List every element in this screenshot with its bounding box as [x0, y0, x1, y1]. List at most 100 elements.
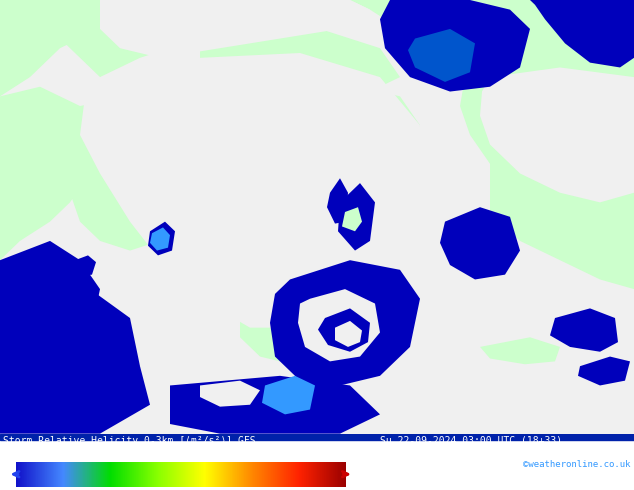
Polygon shape: [490, 154, 634, 289]
Bar: [240, 462, 241, 487]
Bar: [322, 462, 323, 487]
Bar: [160, 462, 161, 487]
Bar: [234, 462, 235, 487]
Bar: [195, 462, 196, 487]
Bar: [272, 462, 273, 487]
Polygon shape: [460, 48, 634, 221]
Bar: [94, 462, 95, 487]
Bar: [325, 462, 326, 487]
Bar: [297, 462, 298, 487]
Bar: [211, 462, 212, 487]
Bar: [54, 462, 55, 487]
Bar: [256, 462, 257, 487]
Bar: [280, 462, 281, 487]
Bar: [285, 462, 286, 487]
Bar: [284, 462, 285, 487]
Bar: [286, 462, 287, 487]
Bar: [59, 462, 60, 487]
Bar: [140, 462, 141, 487]
Bar: [233, 462, 234, 487]
Bar: [128, 462, 129, 487]
Bar: [228, 462, 229, 487]
Bar: [253, 462, 254, 487]
Bar: [301, 462, 302, 487]
Bar: [214, 462, 215, 487]
Bar: [173, 462, 174, 487]
Bar: [20, 462, 21, 487]
Bar: [17, 462, 18, 487]
Polygon shape: [262, 376, 315, 415]
Bar: [181, 462, 182, 487]
Bar: [188, 462, 189, 487]
Bar: [40, 462, 41, 487]
Bar: [22, 462, 23, 487]
Bar: [93, 462, 94, 487]
Bar: [315, 462, 316, 487]
Bar: [320, 462, 321, 487]
Bar: [155, 462, 156, 487]
Bar: [131, 462, 132, 487]
Bar: [263, 462, 264, 487]
Bar: [296, 462, 297, 487]
Polygon shape: [70, 255, 96, 276]
Bar: [138, 462, 139, 487]
Bar: [282, 462, 283, 487]
Bar: [136, 462, 137, 487]
Bar: [246, 462, 247, 487]
Bar: [158, 462, 159, 487]
Bar: [252, 462, 253, 487]
Bar: [202, 462, 203, 487]
Bar: [89, 462, 90, 487]
Bar: [103, 462, 104, 487]
Polygon shape: [170, 376, 380, 434]
Polygon shape: [480, 68, 634, 202]
Bar: [220, 462, 221, 487]
Bar: [238, 462, 239, 487]
Bar: [254, 462, 255, 487]
Bar: [269, 462, 270, 487]
Bar: [321, 462, 322, 487]
Bar: [227, 462, 228, 487]
Bar: [313, 462, 314, 487]
Bar: [154, 462, 155, 487]
Bar: [157, 462, 158, 487]
Bar: [198, 462, 199, 487]
Bar: [242, 462, 243, 487]
Polygon shape: [338, 183, 375, 250]
Polygon shape: [170, 77, 420, 183]
Bar: [312, 462, 313, 487]
Bar: [24, 462, 25, 487]
Bar: [191, 462, 192, 487]
Bar: [39, 462, 40, 487]
Polygon shape: [0, 347, 150, 434]
Bar: [176, 462, 177, 487]
Bar: [281, 462, 282, 487]
Bar: [335, 462, 336, 487]
Bar: [231, 462, 232, 487]
Bar: [84, 462, 85, 487]
Bar: [132, 462, 133, 487]
Bar: [144, 462, 145, 487]
Bar: [50, 462, 51, 487]
Polygon shape: [0, 0, 120, 97]
Bar: [45, 462, 46, 487]
Bar: [29, 462, 30, 487]
Polygon shape: [327, 178, 348, 223]
Bar: [299, 462, 300, 487]
Bar: [260, 462, 261, 487]
Bar: [197, 462, 198, 487]
Bar: [52, 462, 53, 487]
Bar: [209, 462, 210, 487]
Bar: [36, 462, 37, 487]
Polygon shape: [408, 29, 475, 82]
Bar: [67, 462, 68, 487]
Bar: [236, 462, 237, 487]
Bar: [87, 462, 88, 487]
Bar: [130, 462, 131, 487]
Bar: [279, 462, 280, 487]
Bar: [147, 462, 148, 487]
Bar: [290, 462, 291, 487]
Polygon shape: [100, 0, 370, 58]
Bar: [271, 462, 272, 487]
Bar: [182, 462, 183, 487]
